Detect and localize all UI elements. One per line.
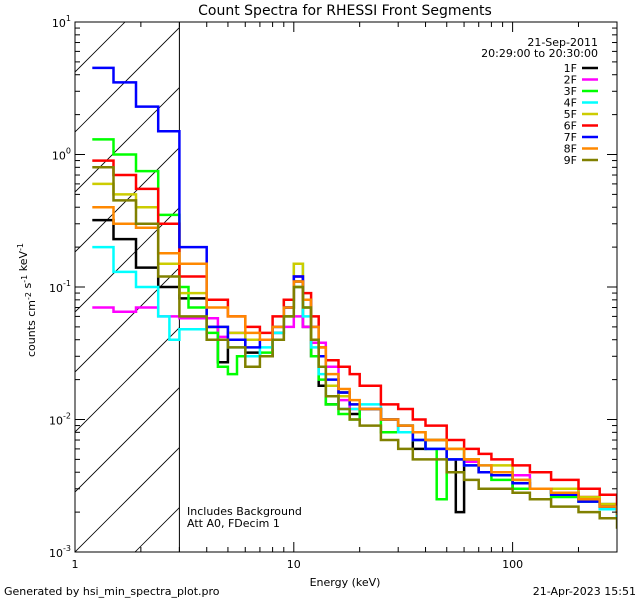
y-axis-label: counts cm-2 s-1 keV-1 bbox=[16, 243, 38, 357]
hatch-line bbox=[75, 207, 180, 313]
hatch-line bbox=[75, 327, 180, 433]
hatch-line bbox=[375, 0, 640, 552]
shaded-region bbox=[0, 0, 640, 552]
legend-label-9F: 9F bbox=[564, 154, 577, 167]
y-tick-label: 10-2 bbox=[49, 412, 71, 428]
x-tick-label: 100 bbox=[502, 558, 523, 571]
hatch-line bbox=[435, 0, 640, 552]
y-tick-label: 101 bbox=[52, 14, 71, 30]
footer-generated-by: Generated by hsi_min_spectra_plot.pro bbox=[4, 585, 220, 598]
hatch-line bbox=[75, 27, 180, 133]
y-tick-label: 100 bbox=[52, 147, 71, 163]
header-date: 21-Sep-2011 bbox=[527, 36, 598, 49]
hatch-line bbox=[75, 22, 126, 73]
hatch-line bbox=[0, 0, 75, 552]
legend-label-3F: 3F bbox=[564, 85, 577, 98]
legend-label-2F: 2F bbox=[564, 74, 577, 87]
axes: 1 10 100 101 100 10-1 10-2 10-3 bbox=[49, 14, 618, 571]
series-line-7F bbox=[92, 66, 617, 513]
hatch-line bbox=[75, 267, 180, 373]
y-tick-label: 10-3 bbox=[49, 544, 71, 560]
x-axis-label: Energy (keV) bbox=[310, 576, 381, 589]
legend-label-4F: 4F bbox=[564, 97, 577, 110]
series-line-8F bbox=[92, 205, 617, 516]
series-line-3F bbox=[92, 138, 617, 519]
legend-label-6F: 6F bbox=[564, 120, 577, 133]
series-group bbox=[92, 66, 617, 529]
legend-label-1F: 1F bbox=[564, 62, 577, 75]
y-axis-label-text: counts cm-2 s-1 keV-1 bbox=[16, 243, 38, 357]
legend-label-7F: 7F bbox=[564, 131, 577, 144]
annotation-background: Includes Background bbox=[187, 505, 302, 518]
x-tick-label: 1 bbox=[72, 558, 79, 571]
y-tick-label: 10-1 bbox=[49, 279, 71, 295]
x-tick-label: 10 bbox=[287, 558, 301, 571]
hatch-line bbox=[615, 0, 640, 552]
hatch-line bbox=[75, 387, 180, 493]
series-line-9F bbox=[92, 166, 617, 529]
legend-label-5F: 5F bbox=[564, 108, 577, 121]
series-line-6F bbox=[92, 159, 617, 507]
hatch-line bbox=[75, 447, 180, 552]
header-time-range: 20:29:00 to 20:30:00 bbox=[481, 47, 598, 60]
hatch-line bbox=[0, 0, 15, 552]
annotation-attenuator: Att A0, FDecim 1 bbox=[187, 517, 280, 530]
chart-title: Count Spectra for RHESSI Front Segments bbox=[198, 3, 492, 19]
footer-timestamp: 21-Apr-2023 15:51 bbox=[533, 585, 636, 598]
series-line-5F bbox=[92, 182, 617, 513]
legend-label-8F: 8F bbox=[564, 143, 577, 156]
